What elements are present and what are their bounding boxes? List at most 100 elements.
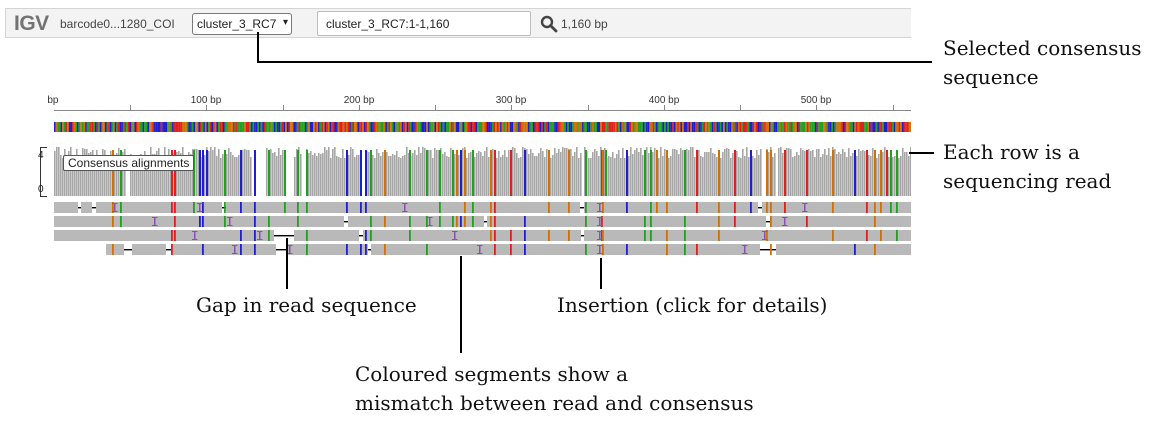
sequence-base xyxy=(214,122,217,132)
window-size-label: 1,160 bp xyxy=(561,17,608,31)
sequence-base xyxy=(193,122,196,132)
genome-label[interactable]: barcode0...1280_COI xyxy=(60,17,175,31)
ruler-label: 300 bp xyxy=(495,95,527,106)
coverage-bar xyxy=(590,158,592,196)
coverage-bar xyxy=(728,149,730,196)
read-row xyxy=(54,202,911,213)
insertion-marker xyxy=(402,203,408,204)
sequence-base xyxy=(175,122,178,132)
coverage-bar xyxy=(858,149,860,196)
sequence-base xyxy=(664,122,666,132)
coverage-bar xyxy=(402,156,404,196)
coverage-bar xyxy=(246,150,248,196)
sequence-base xyxy=(511,122,514,132)
coverage-bar xyxy=(376,149,378,196)
coverage-bar xyxy=(756,150,758,196)
coverage-bar xyxy=(798,155,800,196)
read-mismatch xyxy=(766,230,768,241)
sequence-base xyxy=(703,122,706,132)
sequence-base xyxy=(314,122,317,132)
sequence-base xyxy=(267,122,269,132)
coverage-bar xyxy=(588,158,590,196)
sequence-select[interactable]: cluster_3_RC7 ▾ xyxy=(192,13,292,35)
coverage-bar xyxy=(114,155,116,196)
sequence-base xyxy=(606,122,609,132)
sequence-base xyxy=(140,122,143,132)
coverage-bar xyxy=(796,152,798,196)
sequence-base xyxy=(281,122,284,132)
read-mismatch xyxy=(684,230,686,241)
coverage-bar xyxy=(744,156,746,196)
sequence-base xyxy=(701,122,704,132)
coverage-bar xyxy=(134,157,136,196)
sequence-base xyxy=(142,122,145,132)
sequence-base xyxy=(365,122,368,132)
coverage-bar xyxy=(788,148,790,196)
sequence-base xyxy=(675,122,678,132)
coverage-bar xyxy=(436,150,438,196)
read-mismatch xyxy=(346,202,348,213)
coverage-mismatch xyxy=(770,150,772,196)
sequence-track[interactable] xyxy=(54,122,911,132)
coverage-bar xyxy=(826,155,828,196)
sequence-base xyxy=(501,122,504,132)
sequence-base xyxy=(537,122,540,132)
coverage-bar xyxy=(208,151,210,196)
ruler-track[interactable]: bp 100 bp 200 bp 300 bp 400 bp 500 bp xyxy=(47,92,911,111)
sequence-base xyxy=(231,122,233,132)
coverage-bar xyxy=(636,148,638,196)
coverage-bar xyxy=(336,156,338,196)
sequence-base xyxy=(559,122,561,132)
sequence-base xyxy=(908,122,911,132)
coverage-bar xyxy=(62,158,64,196)
ruler-label: bp xyxy=(47,95,59,106)
coverage-bar xyxy=(156,151,158,196)
sequence-base xyxy=(449,122,451,132)
sequence-base xyxy=(121,122,123,132)
coverage-bar xyxy=(794,156,796,196)
coverage-bar xyxy=(372,155,374,196)
track-name-label[interactable]: Consensus alignments xyxy=(63,155,195,171)
alignment-reads[interactable] xyxy=(54,202,911,258)
read-mismatch xyxy=(174,202,176,213)
coverage-bar xyxy=(834,149,836,196)
coverage-bar xyxy=(334,147,336,196)
sequence-base xyxy=(472,122,474,132)
sequence-base xyxy=(478,122,481,132)
sequence-base xyxy=(637,122,640,132)
sequence-base xyxy=(70,122,73,132)
insertion-marker xyxy=(764,231,766,240)
ruler-label: 400 bp xyxy=(648,95,680,106)
coverage-bar xyxy=(632,154,634,196)
insertion-marker xyxy=(802,211,808,212)
sequence-base xyxy=(628,122,630,132)
coverage-mismatch xyxy=(880,150,882,196)
coverage-mismatch xyxy=(224,150,226,196)
sequence-base xyxy=(801,122,804,132)
sequence-base xyxy=(380,122,383,132)
coverage-bar xyxy=(438,150,440,196)
sequence-base xyxy=(521,122,524,132)
sequence-base xyxy=(596,122,599,132)
insertion-marker xyxy=(599,217,601,226)
coverage-mismatch xyxy=(854,150,856,196)
locus-search-input[interactable]: cluster_3_RC7:1-1,160 xyxy=(317,11,531,36)
sequence-base xyxy=(93,122,96,132)
insertion-marker xyxy=(227,225,233,226)
sequence-base xyxy=(327,122,330,132)
coverage-mismatch xyxy=(644,150,646,196)
coverage-bar xyxy=(726,148,728,196)
read-mismatch xyxy=(684,244,686,255)
coverage-bar xyxy=(598,156,600,196)
coverage-bar xyxy=(844,152,846,196)
sequence-base xyxy=(618,122,620,132)
igv-logo[interactable]: IGV xyxy=(14,12,49,35)
coverage-bar xyxy=(102,149,104,196)
coverage-track[interactable] xyxy=(54,147,911,196)
sequence-base xyxy=(167,122,169,132)
sequence-base xyxy=(757,122,760,132)
search-icon[interactable] xyxy=(540,15,558,33)
coverage-bar xyxy=(408,153,410,196)
insertion-marker xyxy=(234,245,236,254)
sequence-base xyxy=(144,122,146,132)
